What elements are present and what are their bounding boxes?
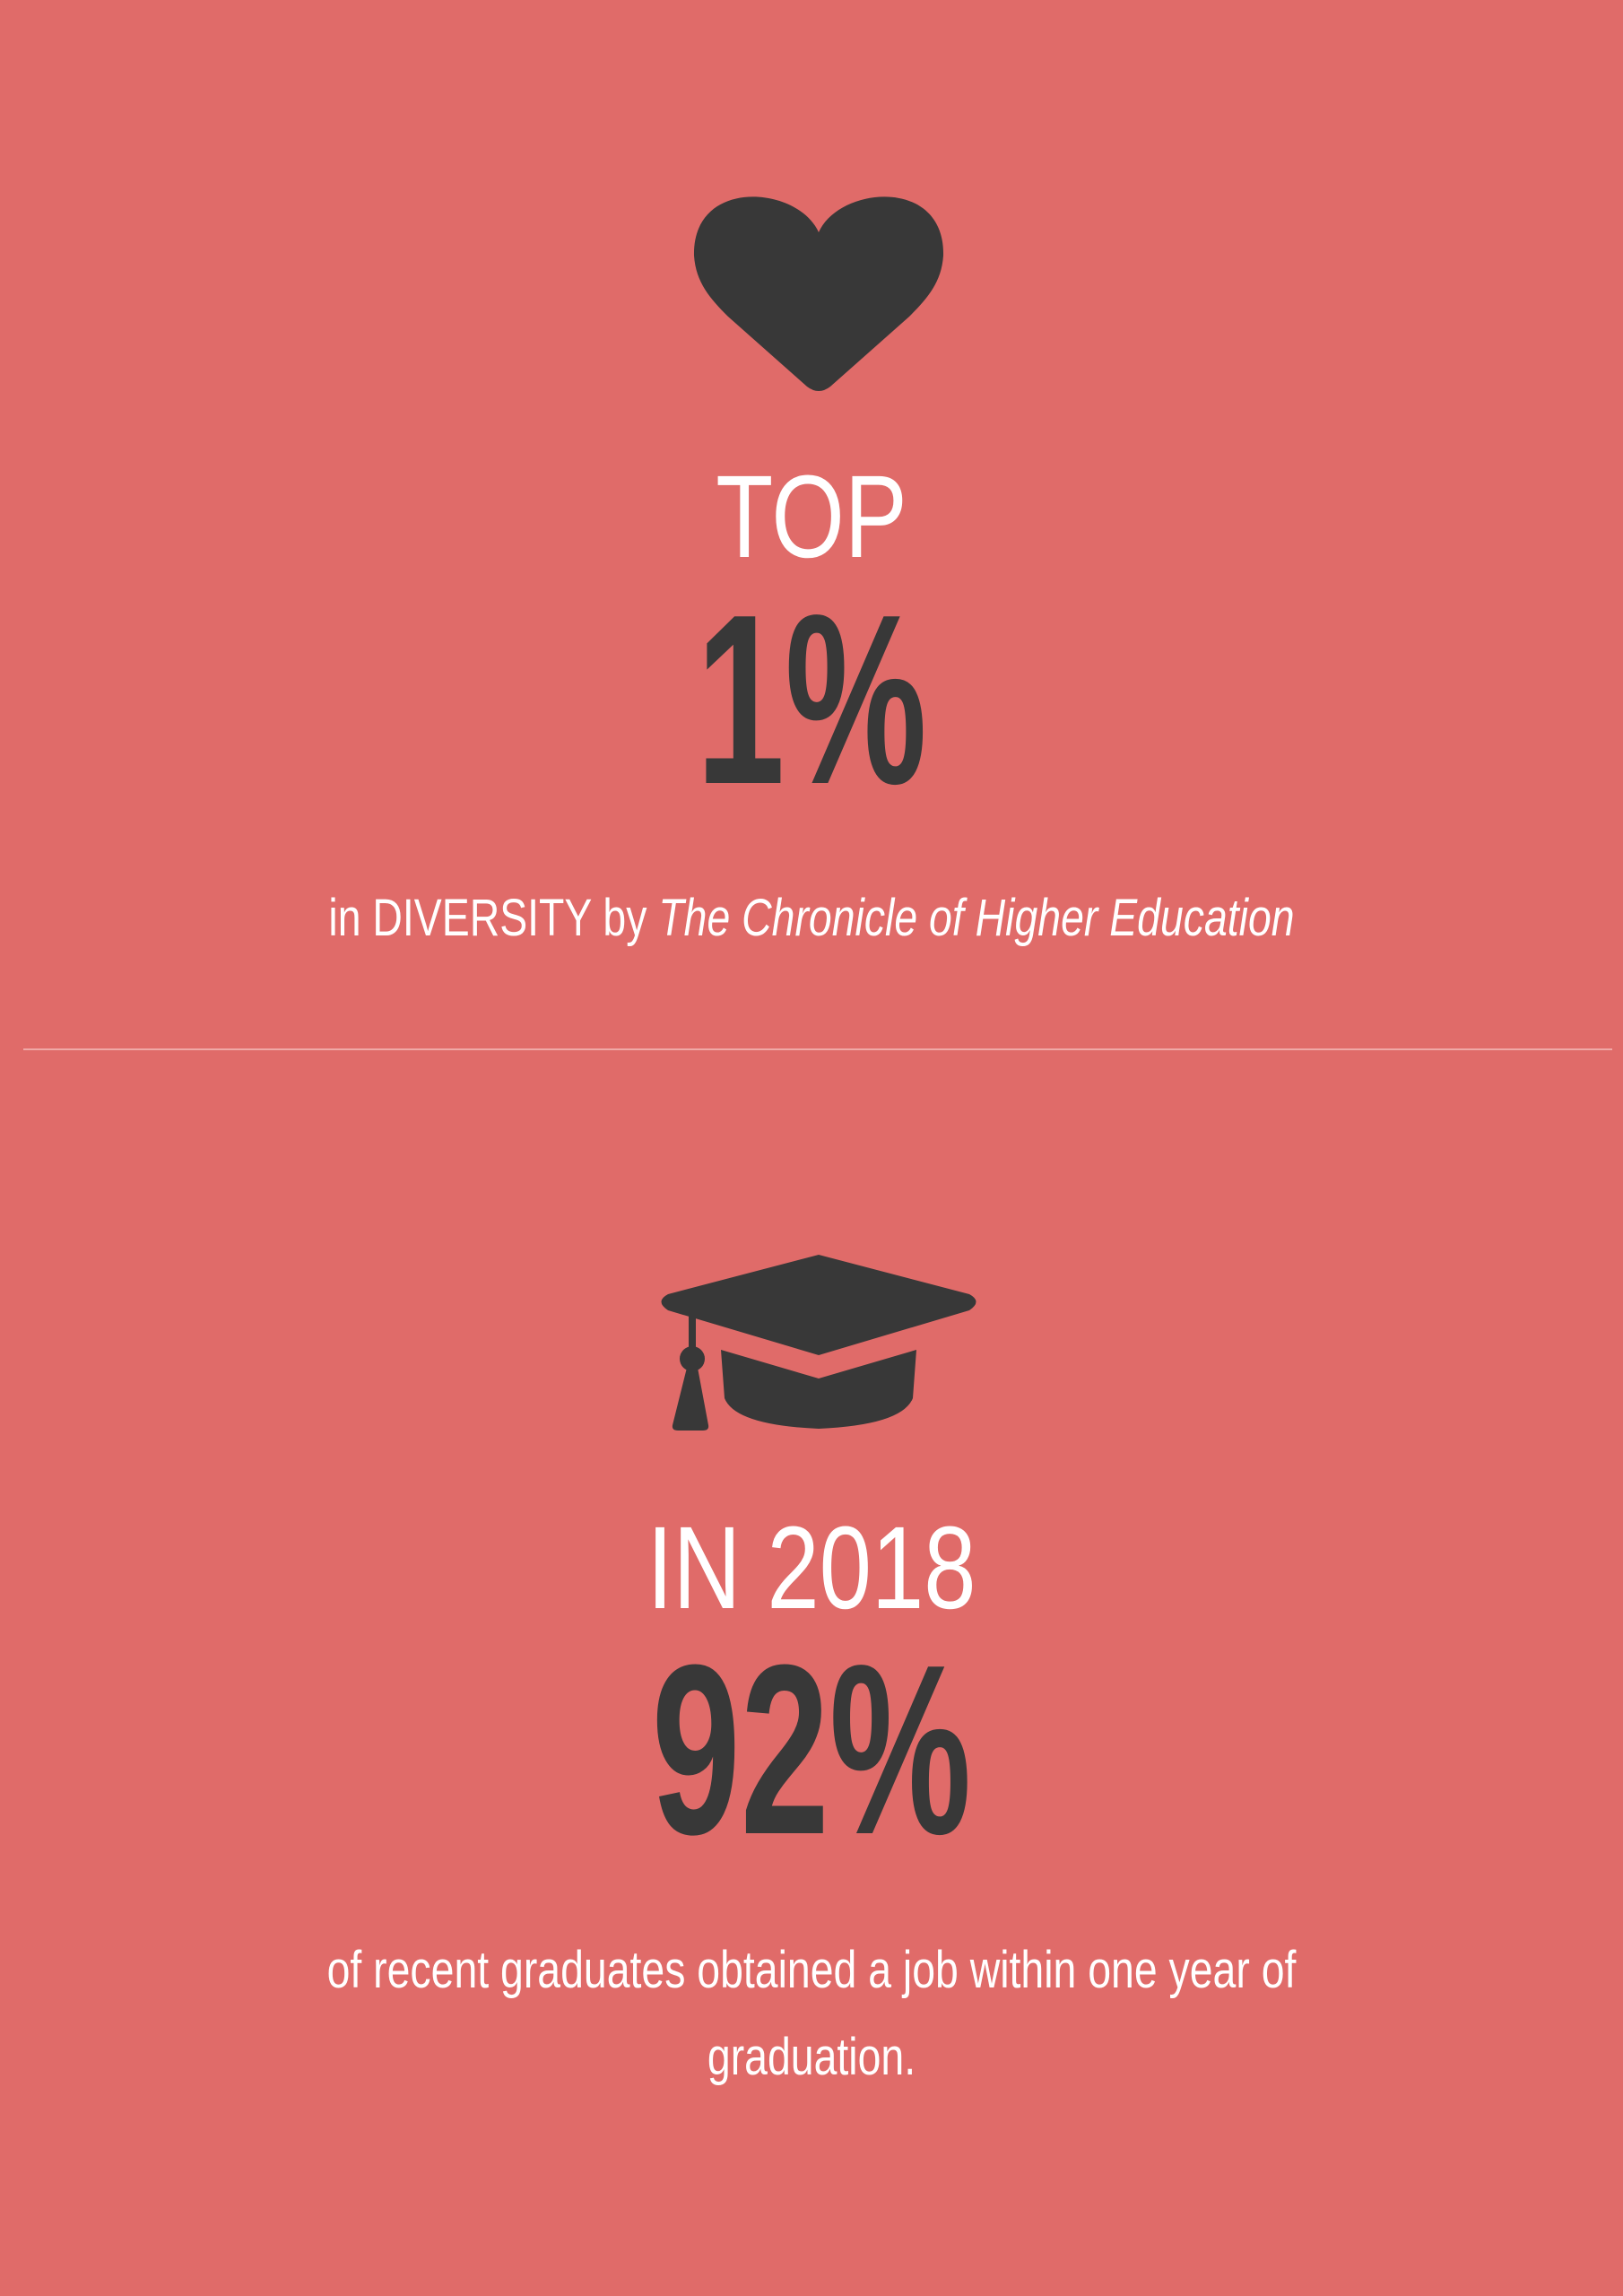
block-stat: 1% [696,565,927,835]
block-description: in DIVERSITY by The Chronicle of Higher … [162,874,1461,961]
graduation-cap-icon [661,1255,976,1431]
description-text: in DIVERSITY by [328,889,647,947]
block-stat: 92% [651,1615,972,1885]
divider [23,1048,1612,1050]
block-label: IN 2018 [647,1501,976,1633]
description-source: The Chronicle of Higher Education [658,889,1295,947]
block-label: TOP [716,450,907,582]
block-description: of recent graduates obtained a job withi… [326,1941,1297,2086]
heart-icon [693,196,944,391]
